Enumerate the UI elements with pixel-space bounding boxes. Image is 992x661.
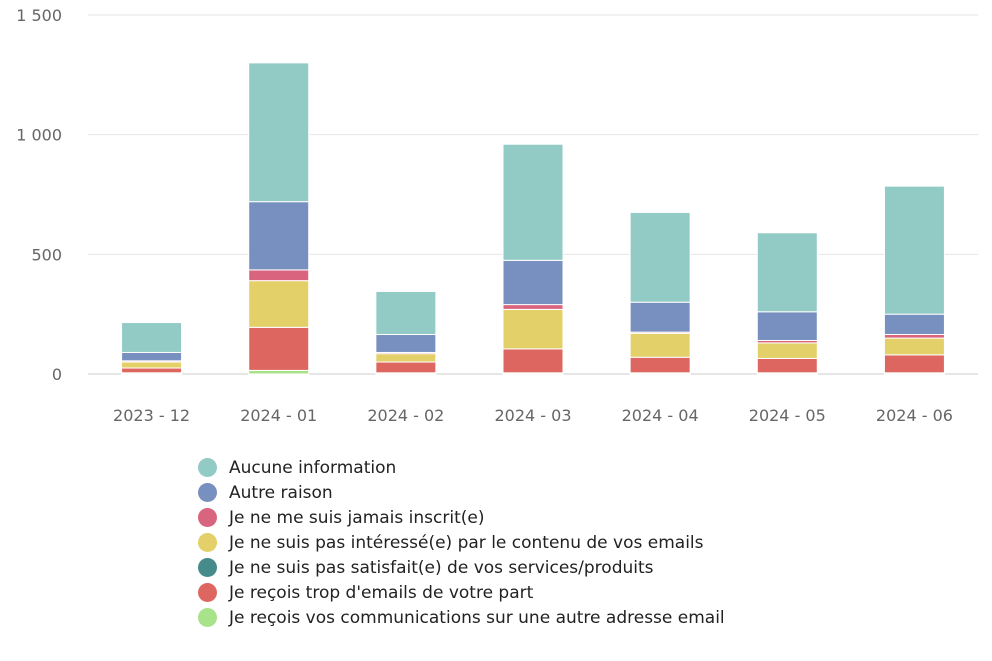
bar-segment	[502, 348, 564, 374]
legend-item[interactable]: Je ne me suis jamais inscrit(e)	[198, 505, 725, 530]
legend-swatch	[198, 458, 217, 477]
legend-label: Je ne suis pas satisfait(e) de vos servi…	[229, 557, 654, 578]
x-axis-tick-labels: 2023 - 12 2024 - 01 2024 - 02 2024 - 03 2024…	[113, 406, 953, 425]
legend-label: Je reçois vos communications sur une aut…	[229, 607, 725, 628]
bar-segment	[756, 357, 818, 374]
bar-segment	[502, 304, 564, 310]
legend-swatch	[198, 533, 217, 552]
bar-segment	[883, 354, 945, 374]
legend-label: Je ne me suis jamais inscrit(e)	[229, 507, 485, 528]
bar-segment	[248, 369, 310, 375]
x-tick-label: 2024 - 05	[749, 406, 826, 425]
y-tick-label: 1 000	[16, 126, 62, 145]
legend-swatch	[198, 558, 217, 577]
legend-item[interactable]: Aucune information	[198, 455, 725, 480]
x-tick-label: 2024 - 04	[622, 406, 699, 425]
bar-segment	[248, 269, 310, 282]
y-axis-tick-labels: 0 500 1 000 1 500	[16, 6, 62, 384]
bar-segment	[629, 356, 691, 374]
bar-segment	[375, 334, 437, 353]
legend-item[interactable]: Autre raison	[198, 480, 725, 505]
legend: Aucune information Autre raison Je ne me s…	[198, 455, 725, 630]
bar-segment	[883, 313, 945, 336]
legend-item[interactable]: Je reçois vos communications sur une aut…	[198, 605, 725, 630]
y-tick-label: 500	[31, 245, 62, 264]
bar-segment	[502, 143, 564, 261]
bar-segment	[756, 311, 818, 341]
bars	[121, 62, 945, 375]
x-tick-label: 2024 - 01	[240, 406, 317, 425]
bar-segment	[883, 334, 945, 339]
bar-segment	[121, 361, 183, 369]
bar-segment	[883, 185, 945, 315]
bar-segment	[629, 332, 691, 358]
bar-segment	[248, 326, 310, 371]
legend-label: Aucune information	[229, 457, 397, 478]
legend-item[interactable]: Je ne suis pas satisfait(e) de vos servi…	[198, 555, 725, 580]
bar-segment	[629, 301, 691, 333]
bar-segment	[756, 342, 818, 359]
bar-segment	[756, 232, 818, 313]
y-tick-label: 0	[52, 365, 62, 384]
legend-item[interactable]: Je ne suis pas intéressé(e) par le conte…	[198, 530, 725, 555]
bar-segment	[248, 62, 310, 203]
bar-segment	[502, 308, 564, 350]
bar-segment	[375, 361, 437, 374]
legend-swatch	[198, 608, 217, 627]
bar-segment	[248, 280, 310, 328]
bar-segment	[883, 337, 945, 356]
legend-label: Autre raison	[229, 482, 333, 503]
bar-segment	[248, 201, 310, 271]
legend-swatch	[198, 583, 217, 602]
x-tick-label: 2024 - 02	[367, 406, 444, 425]
x-tick-label: 2024 - 06	[876, 406, 953, 425]
bar-segment	[375, 353, 437, 363]
bar-segment	[502, 259, 564, 306]
legend-label: Je reçois trop d'emails de votre part	[229, 582, 534, 603]
bar-segment	[629, 211, 691, 303]
legend-swatch	[198, 483, 217, 502]
bar-segment	[121, 351, 183, 362]
x-tick-label: 2024 - 03	[494, 406, 571, 425]
y-tick-label: 1 500	[16, 6, 62, 25]
legend-swatch	[198, 508, 217, 527]
x-tick-label: 2023 - 12	[113, 406, 190, 425]
legend-label: Je ne suis pas intéressé(e) par le conte…	[229, 532, 704, 553]
bar-segment	[121, 322, 183, 353]
stacked-bar-chart: 0 500 1 000 1 500 2023 - 12 2024 - 01 2024 - …	[16, 6, 978, 425]
legend-item[interactable]: Je reçois trop d'emails de votre part	[198, 580, 725, 605]
bar-segment	[375, 290, 437, 336]
bar-segment	[121, 367, 183, 374]
